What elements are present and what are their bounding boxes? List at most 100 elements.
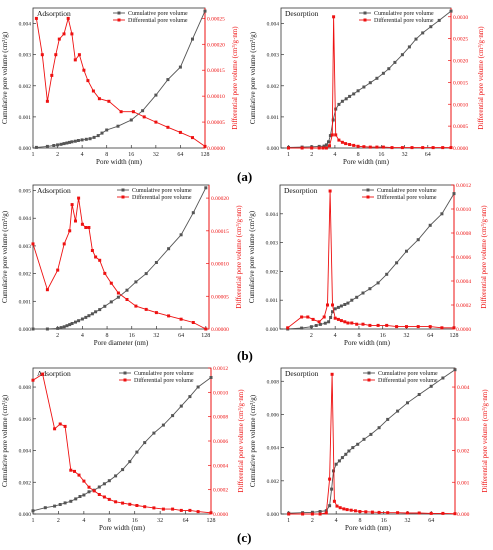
y2-axis-label: Differential pore volume (cm³/g·nm) xyxy=(231,26,239,130)
data-point-differential xyxy=(332,499,336,503)
chart-title: Desorption xyxy=(284,186,318,195)
legend-label: Cumulative pore volume xyxy=(374,11,434,17)
data-point-cumulative xyxy=(58,503,62,506)
series-line-differential xyxy=(287,190,454,329)
data-point-differential xyxy=(453,512,457,516)
x-axis-label: Pore width (nm) xyxy=(99,524,146,532)
data-point-cumulative xyxy=(90,312,94,316)
data-point-differential xyxy=(196,510,200,514)
legend-label: Differential pore volume xyxy=(377,194,437,201)
x-tick-label: 16 xyxy=(378,152,384,158)
data-point-differential xyxy=(358,510,362,513)
data-point-differential xyxy=(154,120,158,124)
y2-tick-label: 0.00020 xyxy=(211,196,229,202)
chart-b-adsorption: 2 4 8 16 32 64 128 0.000 0.001 0.002 0.003 0.004 0.0… xyxy=(1,184,243,347)
y2-tick-label: 0.000 xyxy=(457,512,470,518)
x-tick-label: 16 xyxy=(380,333,386,339)
data-point-differential xyxy=(73,58,77,62)
data-point-cumulative xyxy=(393,60,397,64)
plot-frame xyxy=(32,184,210,330)
data-point-differential xyxy=(68,229,72,233)
data-point-cumulative xyxy=(188,395,192,399)
data-point-cumulative xyxy=(62,142,66,146)
data-point-cumulative xyxy=(97,485,101,489)
data-point-differential xyxy=(54,53,58,57)
data-point-differential xyxy=(45,99,49,103)
data-point-cumulative xyxy=(96,134,100,138)
y2-tick-label: 0.0008 xyxy=(213,415,228,421)
y2-tick-label: 0.001 xyxy=(457,480,470,486)
data-point-differential xyxy=(45,288,49,292)
data-point-differential xyxy=(355,322,359,326)
data-point-differential xyxy=(167,314,171,318)
data-point-differential xyxy=(31,378,35,382)
x-tick-label: 8 xyxy=(357,333,360,339)
data-point-cumulative xyxy=(143,441,147,445)
y2-tick-label: 0.0002 xyxy=(213,488,228,494)
data-point-cumulative xyxy=(334,107,338,111)
data-point-differential xyxy=(345,508,349,512)
data-point-differential xyxy=(31,242,35,246)
data-point-differential xyxy=(385,323,389,327)
data-point-differential xyxy=(178,130,182,134)
y-axis-label: Cumulative pore volume (cm³/g) xyxy=(1,394,9,487)
data-point-differential xyxy=(376,323,380,327)
data-point-cumulative xyxy=(73,139,77,143)
data-point-differential xyxy=(338,506,342,510)
data-point-cumulative xyxy=(63,501,67,505)
legend-label: Cumulative pore volume xyxy=(128,11,188,17)
y2-tick-label: 0.004 xyxy=(457,385,470,391)
data-point-cumulative xyxy=(381,71,385,75)
x-tick-label: 8 xyxy=(105,152,108,158)
data-point-cumulative xyxy=(347,449,351,453)
data-point-cumulative xyxy=(98,308,102,312)
legend-marker xyxy=(367,378,371,382)
data-point-cumulative xyxy=(437,18,441,22)
data-point-cumulative xyxy=(87,314,91,318)
y-tick-label: 0.008 xyxy=(267,379,280,385)
y-tick-label: 0.002 xyxy=(266,269,279,275)
y2-tick-label: 0.0000 xyxy=(456,327,471,333)
data-point-differential xyxy=(306,315,310,319)
panel-label-b: (b) xyxy=(237,348,253,363)
data-point-cumulative xyxy=(152,431,156,435)
data-point-differential xyxy=(166,125,170,129)
y-tick-label: 0.006 xyxy=(267,412,280,418)
data-point-cumulative xyxy=(300,326,304,330)
x-tick-label: 64 xyxy=(427,333,433,339)
data-point-cumulative xyxy=(45,327,49,331)
plot-frame xyxy=(32,367,212,515)
y-tick-label: 0.003 xyxy=(267,53,280,59)
data-point-differential xyxy=(152,506,156,510)
y2-tick-label: 0.00025 xyxy=(207,16,225,22)
data-point-cumulative xyxy=(351,446,355,450)
chart-c-desorption: 1 2 4 8 16 32 64 0.000 0.002 0.004 0.006 0.008 0.000… xyxy=(249,367,489,532)
data-point-differential xyxy=(375,145,379,149)
data-point-differential xyxy=(107,497,111,501)
y-tick-label: 0.001 xyxy=(267,115,280,121)
x-tick-label: 32 xyxy=(403,333,409,339)
x-tick-label: 1 xyxy=(32,518,35,524)
data-point-cumulative xyxy=(396,409,400,413)
data-point-cumulative xyxy=(161,423,165,427)
data-point-cumulative xyxy=(416,238,420,242)
data-point-cumulative xyxy=(355,295,359,299)
y-tick-label: 0.002 xyxy=(19,272,32,278)
data-point-cumulative xyxy=(327,320,331,324)
data-point-differential xyxy=(352,143,356,147)
data-point-differential xyxy=(179,508,183,512)
data-point-cumulative xyxy=(344,452,348,456)
x-tick-label: 64 xyxy=(177,152,183,158)
data-point-differential xyxy=(334,133,338,137)
series-line-cumulative xyxy=(288,10,452,148)
y-tick-label: 0.000 xyxy=(19,146,32,152)
data-point-cumulative xyxy=(414,37,418,41)
data-point-cumulative xyxy=(400,53,404,57)
data-point-differential xyxy=(400,146,404,150)
data-point-cumulative xyxy=(449,9,453,13)
data-point-cumulative xyxy=(327,140,330,144)
data-point-cumulative xyxy=(377,426,381,430)
data-point-cumulative xyxy=(375,76,379,80)
x-tick-label: 32 xyxy=(402,152,408,158)
data-point-cumulative xyxy=(179,233,183,237)
